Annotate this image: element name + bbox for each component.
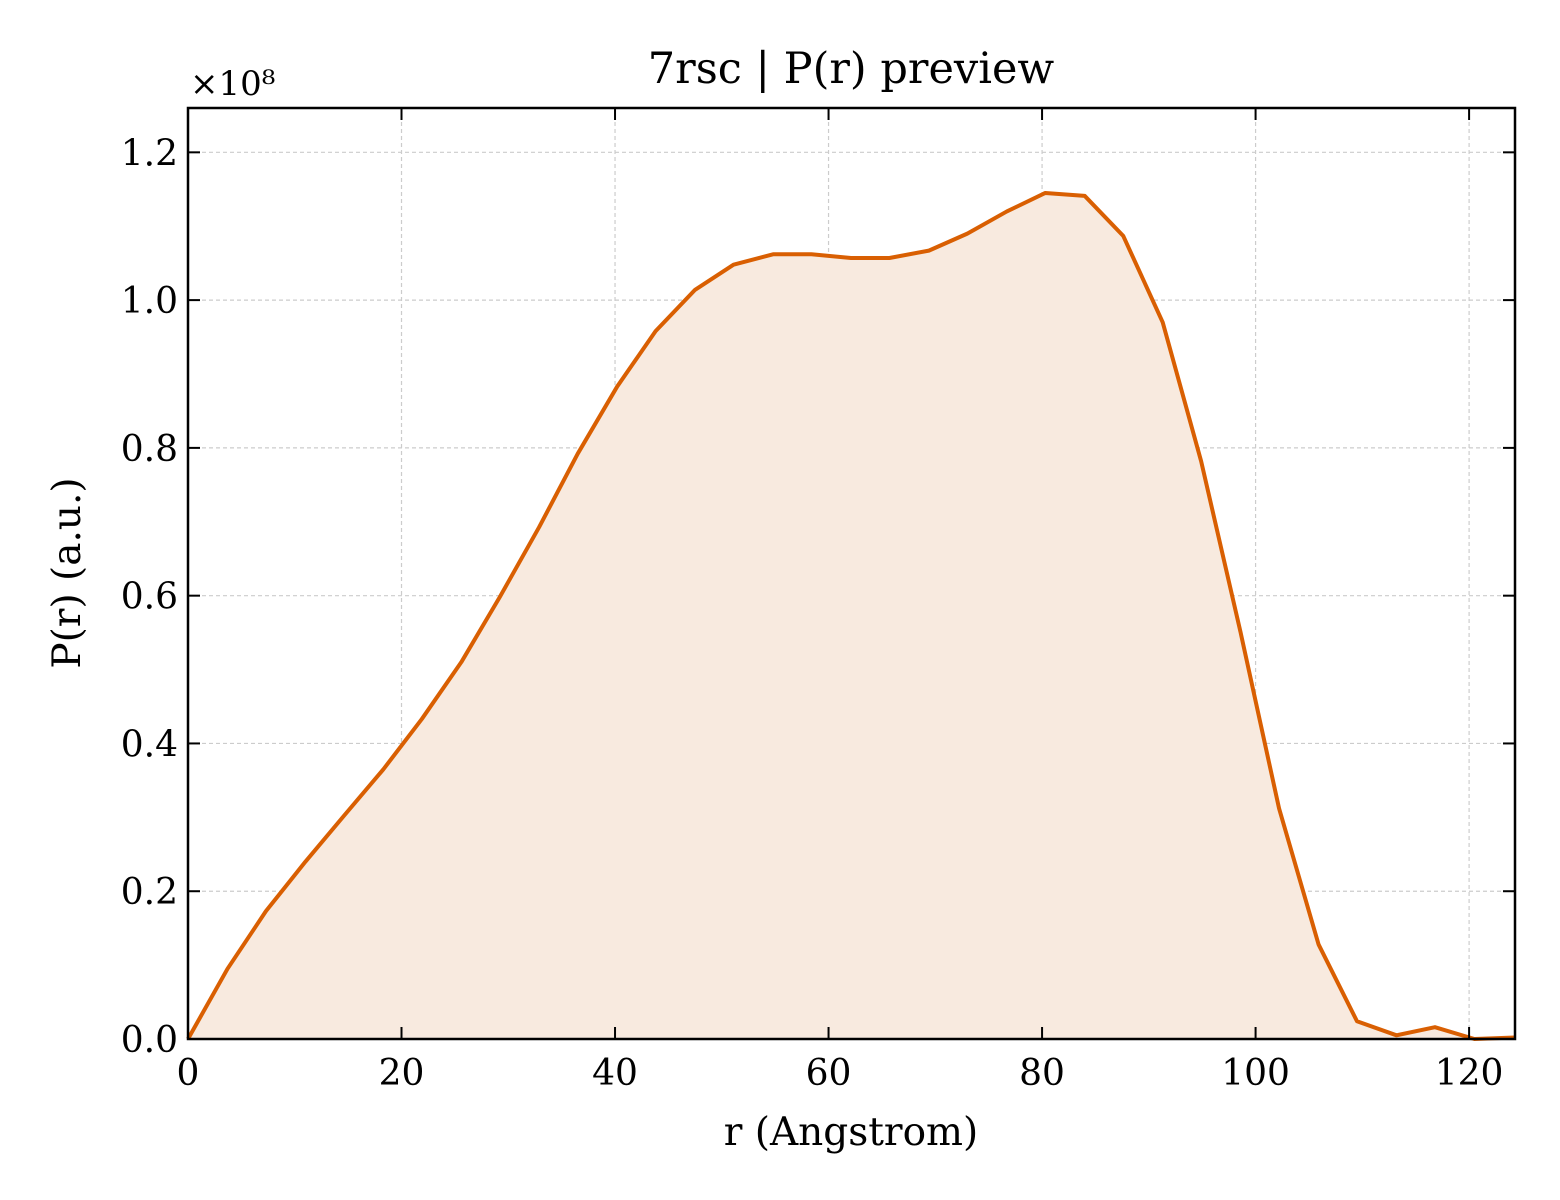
plot-frame	[186, 106, 1517, 1041]
area-fill	[188, 192, 1515, 1040]
x-tick-label: 80	[1019, 1053, 1065, 1094]
y-tick-label: 0.0	[121, 1020, 178, 1061]
x-tick-label: 40	[592, 1053, 638, 1094]
y-axis-label: P(r) (a.u.)	[45, 477, 90, 668]
data-line	[186, 190, 1516, 1041]
y-tick-label: 0.4	[121, 724, 178, 765]
ticks: 0 20 40 60 80 100 120 0.0 0.2 0.4 0.6 0.8 1.0 1.2	[121, 108, 1515, 1094]
x-tick-label: 60	[806, 1053, 852, 1094]
x-tick-label: 120	[1435, 1053, 1504, 1094]
x-tick-label: 0	[177, 1053, 200, 1094]
y-tick-label: 0.2	[121, 872, 178, 913]
y-tick-label: 1.0	[121, 281, 178, 322]
x-axis-label: r (Angstrom)	[724, 1110, 979, 1155]
y-tick-label: 0.8	[121, 429, 178, 470]
x-tick-label: 20	[379, 1053, 425, 1094]
y-tick-label: 0.6	[121, 577, 178, 618]
chart-title: 7rsc | P(r) preview	[648, 44, 1055, 94]
y-tick-label: 1.2	[121, 133, 178, 174]
x-tick-label: 100	[1221, 1053, 1290, 1094]
y-multiplier-label: ×10⁸	[190, 64, 275, 104]
